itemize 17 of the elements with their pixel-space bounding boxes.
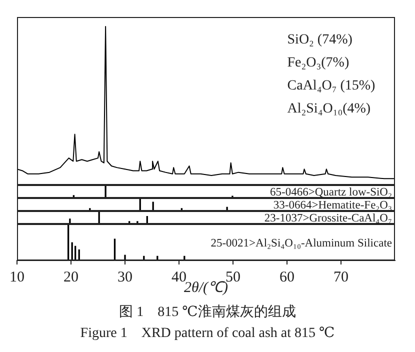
caption: 图 1 815 ℃淮南煤灰的组成 — [118, 304, 297, 321]
annotation: 23-1037>Grossite-CaAl₄O₇ — [264, 212, 392, 225]
x-tick-label: 30 — [118, 269, 132, 286]
x-tick-label: 10 — [10, 269, 24, 286]
annotation: 33-0664>Hematite-Fe₂O₃ — [273, 200, 392, 212]
x-tick-label: 20 — [64, 269, 78, 286]
annotation: Fe₂O₃(7%) — [287, 56, 350, 71]
annotation: CaAl₄O₇ (15%) — [287, 78, 376, 94]
annotation: 25-0021>Al₂Si₄O₁₀-Aluminum Silicate — [210, 237, 392, 250]
caption: Figure 1 XRD pattern of coal ash at 815 ℃ — [79, 325, 336, 342]
annotation: Al₂Si₄O₁₀(4%) — [287, 102, 371, 117]
annotation: 65-0466>Quartz low-SiO₂ — [270, 186, 392, 199]
annotation: SiO₂ (74%) — [287, 32, 353, 48]
x-tick-label: 40 — [172, 269, 186, 286]
x-tick-label: 60 — [280, 269, 294, 286]
x-tick-label: 70 — [334, 269, 348, 286]
x-axis-title: 2θ/(℃) — [184, 280, 228, 296]
